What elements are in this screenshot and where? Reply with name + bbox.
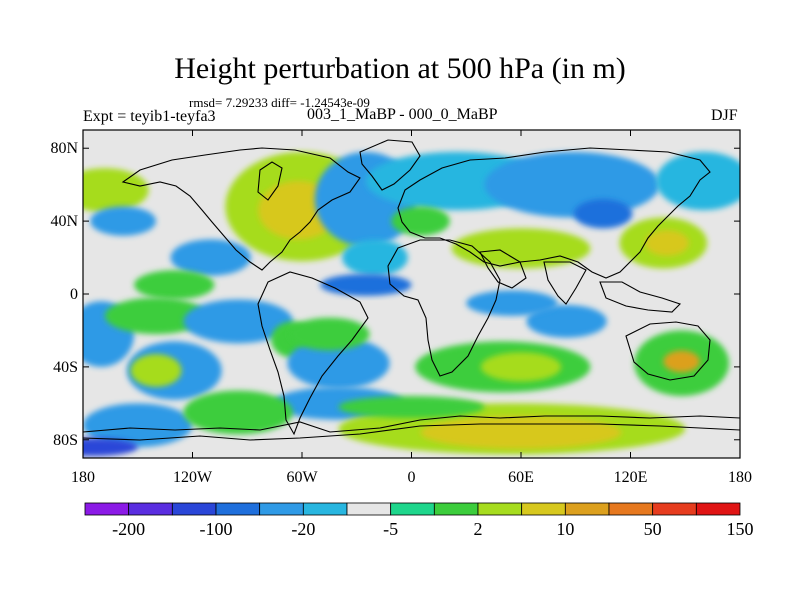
- field-blob: [320, 273, 412, 296]
- coastline-antarctica: [83, 415, 740, 433]
- colorbar-swatch: [477, 502, 523, 516]
- field-blob: [104, 297, 208, 335]
- coastline-arabia: [479, 249, 527, 289]
- coastlines: [83, 139, 740, 441]
- stats-label: rmsd= 7.29233 diff= -1.24543e-09: [189, 95, 370, 110]
- field-blob: [656, 151, 740, 211]
- colorbar-label: -20: [291, 519, 315, 539]
- coastline-australia: [625, 321, 711, 381]
- lon-tick-label: 120W: [173, 469, 213, 486]
- colorbar-swatch: [695, 502, 741, 516]
- field-blob: [134, 270, 215, 300]
- season-label: DJF: [711, 107, 738, 124]
- coastline-india: [543, 261, 587, 305]
- lat-tick-label: 40S: [53, 359, 78, 376]
- colorbar-label: 10: [556, 519, 574, 539]
- field-blob: [573, 199, 633, 229]
- lat-tick-label: 0: [70, 286, 78, 303]
- lon-tick-label: 120E: [614, 469, 648, 486]
- longitude-axis: 180 120W 60W 0 60E 120E 180: [71, 130, 752, 486]
- field-blob: [480, 352, 562, 382]
- field-blob: [130, 354, 182, 387]
- colorbar-swatch: [302, 502, 348, 516]
- colorbar-label: 150: [727, 519, 754, 539]
- lon-tick-label: 0: [408, 469, 416, 486]
- lon-tick-label: 60W: [286, 469, 318, 486]
- colorbar: -200 -100 -20 -5 2 10 50 150: [84, 502, 754, 539]
- field-blob: [484, 151, 660, 218]
- colorbar-swatch: [608, 502, 654, 516]
- field-blob: [466, 290, 558, 316]
- field-blob: [420, 416, 622, 449]
- colorbar-label: 2: [474, 519, 483, 539]
- coastline-greenland: [359, 139, 421, 191]
- colorbar-label: -200: [112, 519, 145, 539]
- colorbar-swatch: [564, 502, 610, 516]
- field-blob: [183, 299, 293, 344]
- colorbar-swatch: [652, 502, 697, 516]
- coastline-maritime-continent: [599, 281, 682, 313]
- colorbar-label: -100: [200, 519, 233, 539]
- coastline-antarctica-inner: [83, 423, 740, 441]
- lat-tick-label: 40N: [50, 213, 78, 230]
- field-blob: [342, 239, 408, 276]
- colorbar-label: 50: [644, 519, 662, 539]
- field-blob: [90, 206, 156, 236]
- field-blob: [391, 206, 450, 236]
- latitude-axis: 80N 40N 0 40S 80S: [50, 140, 740, 449]
- lat-tick-label: 80S: [53, 432, 78, 449]
- field-blob: [289, 317, 370, 351]
- colorbar-swatch: [390, 502, 435, 516]
- colorbar-label: -5: [383, 519, 398, 539]
- coastline-eurasia: [397, 147, 711, 279]
- field-blob: [183, 390, 293, 435]
- colorbar-swatch: [128, 502, 173, 516]
- field-blob: [338, 396, 485, 418]
- coastline-south-america: [257, 271, 369, 436]
- field-blob: [526, 304, 607, 338]
- colorbar-swatch: [521, 502, 566, 516]
- height-perturbation-field: [83, 151, 740, 457]
- field-blob: [287, 337, 390, 389]
- coastline-africa: [387, 239, 501, 377]
- lon-tick-label: 180: [71, 469, 95, 486]
- colorbar-swatch: [259, 502, 304, 516]
- field-blob: [83, 168, 149, 212]
- lon-tick-label: 60E: [508, 469, 534, 486]
- coastline-hudson-bay: [257, 161, 283, 201]
- colorbar-swatch: [171, 502, 217, 516]
- coastline-north-america: [121, 147, 361, 271]
- colorbar-swatch: [433, 502, 479, 516]
- lon-tick-label: 180: [728, 469, 752, 486]
- colorbar-swatch: [215, 502, 261, 516]
- colorbar-swatch: [84, 502, 130, 516]
- field-blob: [83, 403, 193, 448]
- lat-tick-label: 80N: [50, 140, 78, 157]
- field-blob: [645, 230, 689, 256]
- plot-title: Height perturbation at 500 hPa (in m): [174, 52, 626, 85]
- comparison-label: 003_1_MaBP - 000_0_MaBP: [307, 106, 498, 123]
- colorbar-swatch: [346, 502, 392, 516]
- field-blob: [83, 437, 138, 457]
- field-blob: [663, 350, 700, 373]
- field-blob: [170, 239, 251, 276]
- experiment-label: Expt = teyib1-teyfa3: [83, 108, 216, 125]
